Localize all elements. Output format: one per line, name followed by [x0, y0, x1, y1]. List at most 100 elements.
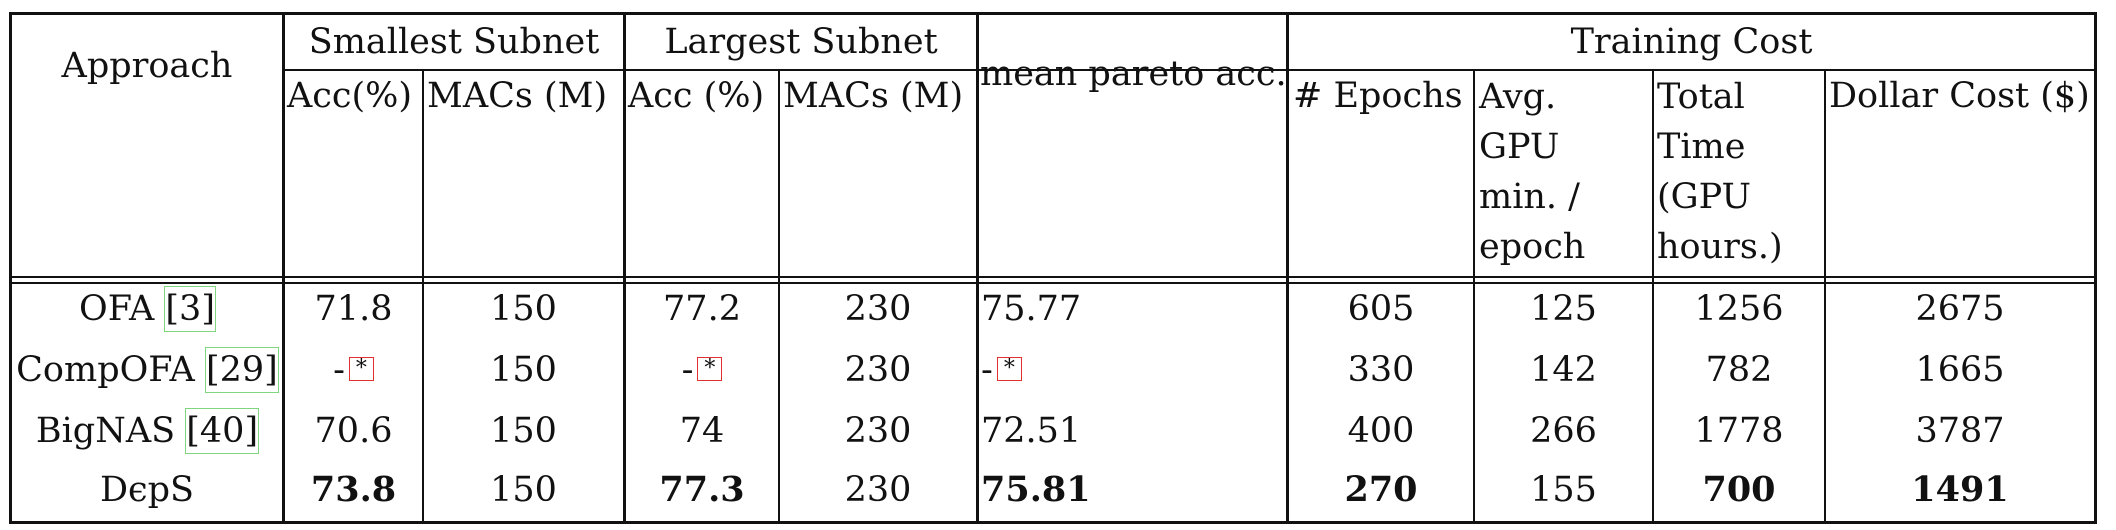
cell-mean: 75.77 [981, 287, 1286, 331]
rule-v-lg-acc [778, 69, 780, 524]
cell-text: 270 [1344, 469, 1418, 510]
cell-sm-acc: 73.8 [285, 468, 422, 512]
cell-name: BigNAS [40] [12, 408, 282, 454]
header-sm-acc: Acc(%) [287, 76, 413, 116]
cell-text: 230 [844, 411, 912, 451]
header-largest-subnet: Largest Subnet [664, 22, 938, 62]
cell-sm-acc: - * [285, 348, 422, 392]
rule-subheader [282, 69, 2097, 71]
cell-text: 1665 [1915, 350, 2005, 390]
cell-text: 70.6 [314, 411, 393, 451]
cell-text: 1256 [1694, 289, 1784, 329]
header-sm-macs: MACs (M) [427, 76, 608, 116]
cell-text: 72.51 [981, 411, 1082, 451]
cell-text: - [981, 350, 993, 390]
cell-text: 125 [1530, 289, 1597, 329]
cell-text: 1778 [1694, 411, 1784, 451]
rule-v-left [9, 12, 12, 524]
cell-text: 73.8 [310, 469, 397, 510]
rule-v-epochs [1473, 69, 1475, 524]
cell-cost: 2675 [1826, 287, 2094, 331]
cell-epochs: 270 [1289, 468, 1473, 512]
header-total-time: Total Time (GPU hours.) [1657, 77, 1783, 267]
cell-text: 330 [1347, 350, 1415, 390]
cell-text: 605 [1347, 289, 1415, 329]
cell-text: 1491 [1911, 469, 2009, 510]
rule-header-bottom-2 [9, 282, 2097, 284]
cell-text: 700 [1702, 469, 1776, 510]
cell-lg-macs: 230 [780, 409, 976, 453]
cell-gpu: 155 [1475, 468, 1652, 512]
citation-link[interactable]: [3] [164, 286, 216, 332]
header-lg-macs: MACs (M) [783, 76, 964, 116]
cell-text: 75.81 [981, 469, 1091, 510]
cell-name: OFA [3] [12, 286, 282, 332]
header-approach: Approach [61, 46, 233, 86]
cell-gpu: 142 [1475, 348, 1652, 392]
cell-text: BigNAS [35, 411, 176, 451]
rule-v-largest [976, 12, 979, 524]
cell-lg-acc: - * [626, 348, 778, 392]
rule-v-approach [282, 12, 285, 524]
cell-text: 150 [490, 289, 557, 329]
footnote-marker[interactable]: * [697, 357, 723, 381]
cell-sm-acc: 71.8 [285, 287, 422, 331]
cell-mean: - * [981, 348, 1286, 392]
cell-text: 782 [1705, 350, 1773, 390]
rule-bottom [9, 521, 2097, 524]
cell-text: 266 [1530, 411, 1597, 451]
cell-sm-macs: 150 [424, 287, 623, 331]
cell-lg-macs: 230 [780, 468, 976, 512]
cell-sm-acc: 70.6 [285, 409, 422, 453]
citation-number: 29 [219, 350, 265, 390]
cell-time: 1256 [1654, 287, 1824, 331]
rule-v-smallest [623, 12, 626, 524]
cell-gpu: 266 [1475, 409, 1652, 453]
citation-number: 40 [199, 411, 245, 451]
cell-sm-macs: 150 [424, 409, 623, 453]
cell-cost: 1665 [1826, 348, 2094, 392]
cell-text: 230 [844, 289, 912, 329]
citation-link[interactable]: [29] [204, 347, 279, 393]
footnote-marker[interactable]: * [996, 357, 1022, 381]
cell-sm-macs: 150 [424, 468, 623, 512]
citation-link[interactable]: [40] [185, 408, 260, 454]
cell-text: 230 [844, 350, 912, 390]
cell-lg-acc: 77.3 [626, 468, 778, 512]
cell-text: - [333, 350, 345, 390]
cell-text: 3787 [1915, 411, 2005, 451]
cell-lg-acc: 74 [626, 409, 778, 453]
cell-cost: 3787 [1826, 409, 2094, 453]
rule-header-bottom-1 [9, 276, 2097, 278]
cell-mean: 75.81 [981, 468, 1286, 512]
cell-text: 230 [844, 470, 912, 510]
cell-text: 150 [490, 470, 557, 510]
cell-cost: 1491 [1826, 468, 2094, 512]
cell-text: 2675 [1915, 289, 2005, 329]
cell-time: 1778 [1654, 409, 1824, 453]
cell-text: 74 [679, 411, 725, 451]
cell-text: 150 [490, 411, 557, 451]
header-dollar-cost: Dollar Cost ($) [1829, 76, 2090, 116]
cell-text: 71.8 [314, 289, 393, 329]
results-table: Approach Smallest Subnet Largest Subnet … [9, 12, 2097, 524]
cell-text: DϵpS [99, 470, 195, 510]
cell-time: 782 [1654, 348, 1824, 392]
cell-epochs: 605 [1289, 287, 1473, 331]
cell-text: 150 [490, 350, 557, 390]
cell-name: CompOFA [29] [12, 347, 282, 393]
header-smallest-subnet: Smallest Subnet [308, 22, 600, 62]
rule-v-gpu [1652, 69, 1654, 524]
cell-time: 700 [1654, 468, 1824, 512]
footnote-marker[interactable]: * [348, 357, 374, 381]
cell-text: 75.77 [981, 289, 1082, 329]
cell-lg-acc: 77.2 [626, 287, 778, 331]
cell-text: - [681, 350, 694, 390]
cell-lg-macs: 230 [780, 348, 976, 392]
cell-mean: 72.51 [981, 409, 1286, 453]
cell-text: 155 [1530, 470, 1597, 510]
cell-text: 77.3 [659, 469, 745, 510]
cell-epochs: 400 [1289, 409, 1473, 453]
cell-gpu: 125 [1475, 287, 1652, 331]
cell-text: CompOFA [16, 350, 195, 390]
